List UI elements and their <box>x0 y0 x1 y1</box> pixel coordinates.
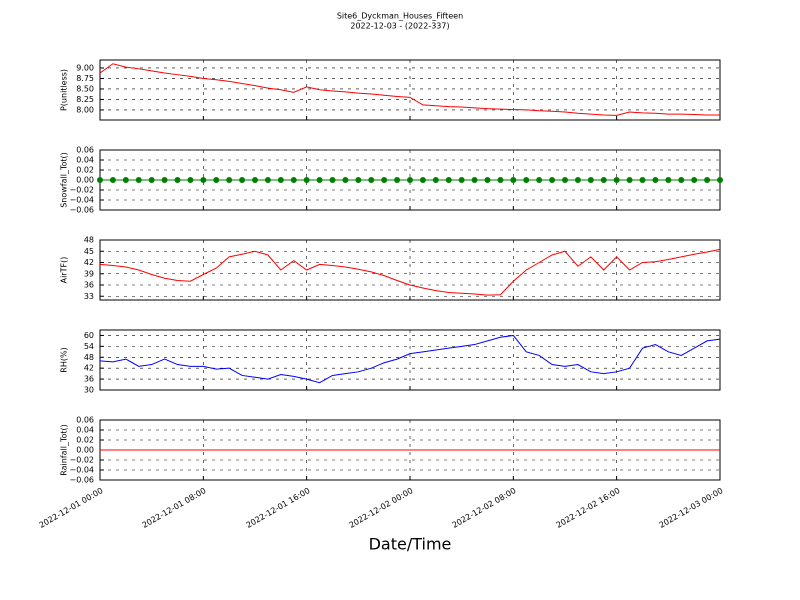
chart-title: Site6_Dyckman_Houses_Fifteen <box>337 12 463 21</box>
y-tick-label: 8.50 <box>76 84 94 93</box>
y-tick-label: 39 <box>84 269 94 278</box>
data-point <box>574 177 581 183</box>
data-point <box>626 177 633 183</box>
data-point <box>97 177 103 183</box>
axes-frame <box>99 329 721 391</box>
y-tick-label: −0.06 <box>69 476 94 485</box>
data-point <box>639 177 646 183</box>
y-tick-label: 60 <box>84 331 94 340</box>
data-line <box>99 63 720 116</box>
y-tick-label: 0.06 <box>76 146 94 155</box>
y-tick-label: −0.04 <box>69 196 94 205</box>
axes-frame <box>99 239 721 301</box>
data-point <box>290 177 297 183</box>
y-tick-label: 8.75 <box>76 74 94 83</box>
data-point <box>213 177 220 183</box>
y-tick-label: 42 <box>84 364 94 373</box>
y-tick-label: 0.04 <box>76 156 94 165</box>
data-point <box>187 177 194 183</box>
x-axis-label: Date/Time <box>369 535 452 554</box>
data-point <box>562 177 568 183</box>
chart-subtitle: 2022-12-03 - (2022-337) <box>350 22 449 31</box>
y-tick-label: −0.06 <box>69 206 94 215</box>
y-axis-label: Rainfall_Tot() <box>60 424 69 476</box>
y-tick-label: 0.06 <box>76 416 94 425</box>
data-point <box>471 177 478 183</box>
y-tick-label: 48 <box>84 236 94 245</box>
y-tick-label: 0.00 <box>76 176 94 185</box>
data-point <box>536 177 543 183</box>
data-point <box>148 177 155 183</box>
y-tick-label: 0.00 <box>76 446 94 455</box>
data-point <box>665 177 672 183</box>
data-point <box>652 177 659 183</box>
y-tick-label: 36 <box>84 375 94 384</box>
data-point <box>691 177 698 183</box>
data-point <box>122 177 129 183</box>
y-tick-label: 48 <box>84 353 94 362</box>
data-point <box>717 177 723 183</box>
data-point <box>484 177 491 183</box>
data-point <box>394 177 401 183</box>
y-tick-label: 36 <box>84 281 94 290</box>
y-tick-label: −0.02 <box>69 456 94 465</box>
y-tick-label: 30 <box>84 386 94 395</box>
data-point <box>613 177 620 183</box>
data-point <box>368 177 375 183</box>
y-tick-label: 0.02 <box>76 166 94 175</box>
data-point <box>277 177 284 183</box>
y-tick-label: 0.04 <box>76 426 94 435</box>
data-point <box>497 177 504 183</box>
data-point <box>381 177 388 183</box>
y-tick-label: 42 <box>84 258 94 267</box>
data-point <box>432 177 439 183</box>
y-tick-label: 45 <box>84 247 94 256</box>
data-line <box>99 334 721 384</box>
y-axis-label: AirTF() <box>60 257 69 284</box>
data-point <box>264 177 271 183</box>
y-tick-label: −0.02 <box>69 186 94 195</box>
y-axis-label: P(unitless) <box>60 69 69 111</box>
data-point <box>174 177 181 183</box>
data-point <box>200 177 207 183</box>
data-point <box>226 177 233 183</box>
data-point <box>704 177 711 183</box>
y-axis-label: Snowfall_Tot() <box>60 152 69 208</box>
data-point <box>549 177 556 183</box>
data-point <box>355 177 362 183</box>
data-point <box>109 177 116 183</box>
y-tick-label: 8.00 <box>76 105 94 114</box>
data-point <box>161 177 168 183</box>
y-tick-label: 33 <box>84 292 94 301</box>
y-tick-label: 9.00 <box>76 63 94 72</box>
data-point <box>445 177 452 183</box>
data-point <box>458 177 465 183</box>
data-point <box>510 177 517 183</box>
data-line <box>99 248 721 296</box>
data-point <box>239 177 246 183</box>
axes-frame <box>99 59 721 121</box>
data-point <box>678 177 685 183</box>
data-point <box>252 177 258 183</box>
data-point <box>600 177 607 183</box>
data-point <box>523 177 530 183</box>
data-point <box>342 177 349 183</box>
y-tick-label: −0.04 <box>69 466 94 475</box>
y-tick-label: 8.25 <box>76 95 94 104</box>
data-point <box>303 177 310 183</box>
y-tick-label: 0.02 <box>76 436 94 445</box>
y-axis-label: RH(%) <box>60 347 69 372</box>
data-point <box>135 177 142 183</box>
data-point <box>407 177 413 183</box>
y-tick-label: 54 <box>84 342 94 351</box>
data-point <box>419 177 426 183</box>
data-point <box>316 177 323 183</box>
data-point <box>329 177 336 183</box>
data-point <box>587 177 594 183</box>
